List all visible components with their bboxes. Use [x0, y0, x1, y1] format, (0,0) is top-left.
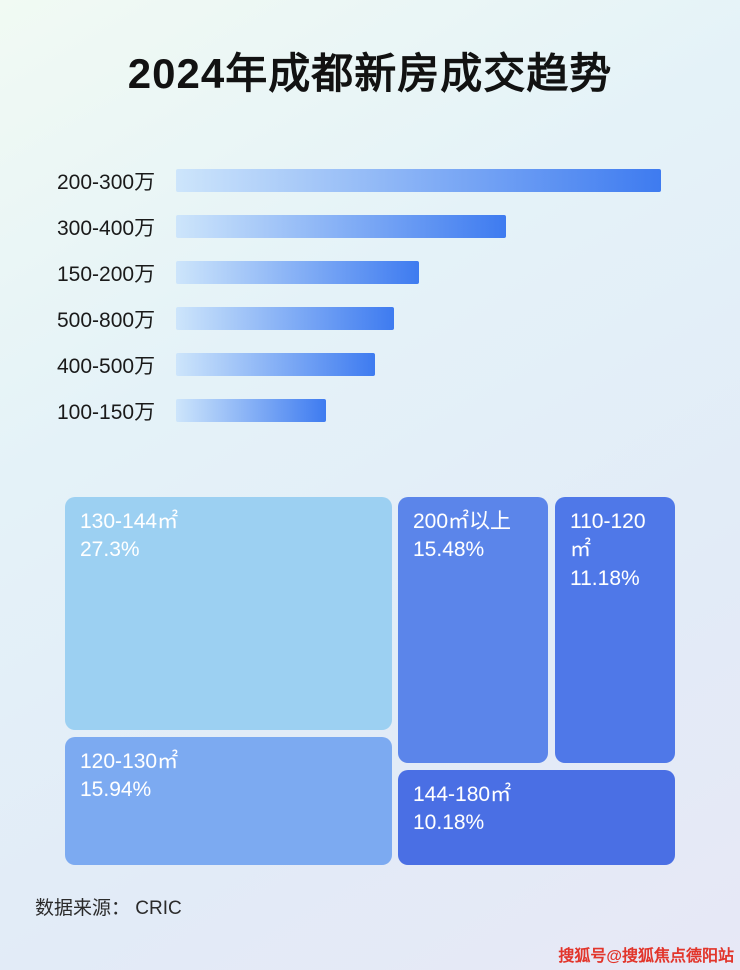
bar-track	[176, 307, 661, 330]
treemap-block-label: 144-180㎡	[413, 783, 512, 806]
bar-row: 500-800万	[57, 307, 740, 332]
treemap-block-130-144: 130-144㎡ 27.3%	[65, 497, 392, 730]
bar-row: 100-150万	[57, 399, 740, 424]
treemap-block-value: 15.48%	[413, 538, 485, 562]
bar-track	[176, 353, 661, 376]
watermark: 搜狐号@搜狐焦点德阳站	[558, 948, 734, 965]
bar-row: 200-300万	[57, 169, 740, 194]
treemap-block-label: 130-144㎡	[80, 510, 179, 533]
bar-label: 150-200万	[57, 262, 156, 286]
area-segment-treemap: 130-144㎡ 27.3% 120-130㎡ 15.94% 200㎡以上 15…	[65, 497, 675, 865]
treemap-block-value: 15.94%	[80, 778, 152, 802]
bar-fill	[176, 261, 419, 284]
treemap-block-200-plus: 200㎡以上 15.48%	[398, 497, 548, 763]
treemap-block-110-120: 110-120㎡ 11.18%	[555, 497, 675, 763]
page-title: 2024年成都新房成交趋势	[127, 50, 613, 97]
bar-track	[176, 261, 661, 284]
treemap-block-value: 11.18%	[570, 566, 640, 590]
bar-row: 300-400万	[57, 215, 740, 240]
bar-label: 300-400万	[57, 216, 156, 240]
bar-track	[176, 215, 661, 238]
treemap-block-label: 110-120㎡	[570, 510, 646, 562]
data-source-note: 数据来源： CRIC	[35, 898, 182, 919]
price-band-bar-chart: 200-300万 300-400万 150-200万 500-800万 400-…	[57, 169, 740, 424]
treemap-block-label: 120-130㎡	[80, 750, 179, 773]
treemap-block-value: 10.18%	[413, 811, 485, 835]
bar-fill	[176, 307, 395, 330]
bar-track	[176, 399, 661, 422]
bar-fill	[176, 399, 327, 422]
bar-row: 150-200万	[57, 261, 740, 286]
bar-label: 400-500万	[57, 354, 156, 378]
bar-track	[176, 169, 661, 192]
treemap-block-120-130: 120-130㎡ 15.94%	[65, 737, 392, 865]
bar-row: 400-500万	[57, 353, 740, 378]
treemap-block-label: 200㎡以上	[413, 510, 512, 533]
treemap-block-value: 27.3%	[80, 538, 140, 562]
bar-label: 500-800万	[57, 308, 156, 332]
bar-fill	[176, 215, 506, 238]
bar-fill	[176, 169, 661, 192]
bar-label: 100-150万	[57, 400, 156, 424]
bar-fill	[176, 353, 375, 376]
treemap-block-144-180: 144-180㎡ 10.18%	[398, 770, 675, 865]
bar-label: 200-300万	[57, 170, 156, 194]
